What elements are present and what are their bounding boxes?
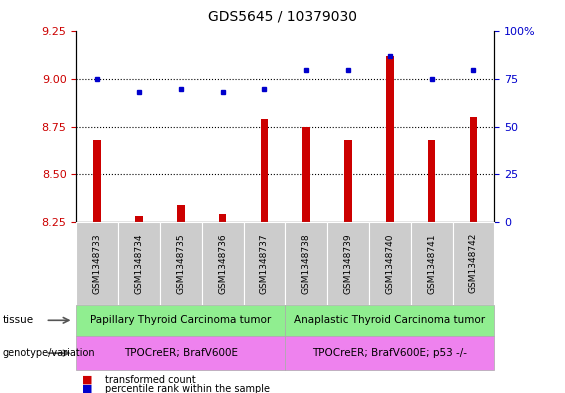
Text: GSM1348736: GSM1348736 xyxy=(218,233,227,294)
Bar xyxy=(344,140,352,222)
Text: transformed count: transformed count xyxy=(105,375,195,385)
Bar xyxy=(386,56,394,222)
Bar xyxy=(135,216,143,222)
Bar xyxy=(93,140,101,222)
Text: GSM1348739: GSM1348739 xyxy=(344,233,353,294)
Text: TPOCreER; BrafV600E: TPOCreER; BrafV600E xyxy=(124,348,238,358)
Bar xyxy=(177,205,185,222)
Bar xyxy=(428,140,436,222)
Text: Anaplastic Thyroid Carcinoma tumor: Anaplastic Thyroid Carcinoma tumor xyxy=(294,315,485,325)
Text: tissue: tissue xyxy=(3,315,34,325)
Bar xyxy=(260,119,268,222)
Bar xyxy=(219,215,227,222)
Text: GSM1348737: GSM1348737 xyxy=(260,233,269,294)
Text: GSM1348733: GSM1348733 xyxy=(93,233,102,294)
Text: TPOCreER; BrafV600E; p53 -/-: TPOCreER; BrafV600E; p53 -/- xyxy=(312,348,467,358)
Text: GSM1348735: GSM1348735 xyxy=(176,233,185,294)
Text: GSM1348742: GSM1348742 xyxy=(469,233,478,294)
Bar xyxy=(302,127,310,222)
Bar xyxy=(470,117,477,222)
Text: GSM1348740: GSM1348740 xyxy=(385,233,394,294)
Text: GSM1348741: GSM1348741 xyxy=(427,233,436,294)
Text: percentile rank within the sample: percentile rank within the sample xyxy=(105,384,270,393)
Text: Papillary Thyroid Carcinoma tumor: Papillary Thyroid Carcinoma tumor xyxy=(90,315,271,325)
Text: GSM1348734: GSM1348734 xyxy=(134,233,144,294)
Text: GSM1348738: GSM1348738 xyxy=(302,233,311,294)
Text: GDS5645 / 10379030: GDS5645 / 10379030 xyxy=(208,10,357,24)
Text: genotype/variation: genotype/variation xyxy=(3,348,95,358)
Text: ■: ■ xyxy=(82,375,93,385)
Text: ■: ■ xyxy=(82,384,93,393)
